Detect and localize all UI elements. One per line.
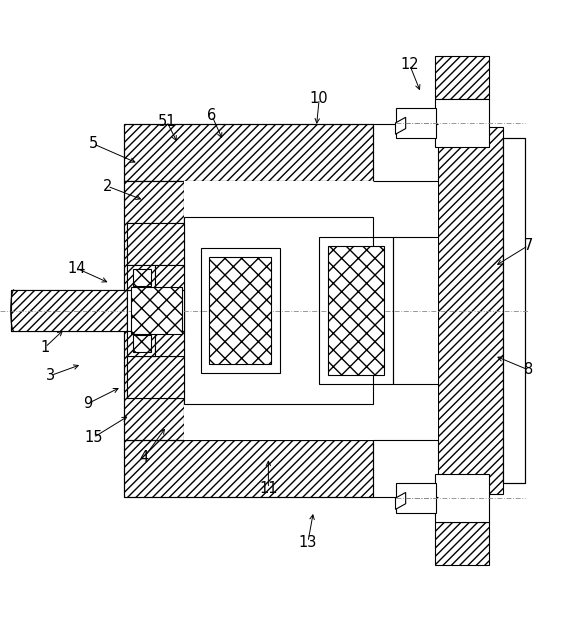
Text: 10: 10 (310, 91, 328, 106)
Bar (124, 440, 373, 497)
Text: 12: 12 (401, 57, 419, 72)
Bar (396, 483, 436, 514)
Text: 9: 9 (83, 396, 92, 411)
Text: 3: 3 (46, 368, 55, 383)
Bar (438, 127, 503, 494)
Bar (127, 289, 184, 332)
Bar (127, 332, 155, 356)
Bar (131, 287, 182, 334)
Text: 4: 4 (140, 450, 149, 465)
Bar (503, 138, 525, 483)
Bar (435, 99, 489, 147)
Bar (127, 356, 184, 398)
Text: 51: 51 (158, 114, 176, 129)
Bar (209, 257, 271, 364)
Bar (184, 181, 373, 440)
Bar (435, 522, 489, 564)
Text: 13: 13 (299, 535, 317, 550)
Bar (328, 245, 384, 376)
Bar (133, 335, 151, 351)
Text: 8: 8 (524, 362, 533, 378)
Bar (127, 223, 184, 265)
Bar (127, 289, 184, 332)
Text: 14: 14 (67, 261, 85, 276)
Bar (127, 265, 155, 289)
Text: 5: 5 (89, 137, 98, 152)
Bar (155, 265, 184, 289)
Polygon shape (396, 117, 406, 134)
Bar (184, 183, 373, 438)
Text: 11: 11 (259, 481, 277, 496)
Bar (319, 237, 393, 384)
Bar (396, 107, 436, 138)
Bar (201, 248, 280, 373)
Text: 15: 15 (84, 430, 102, 445)
Polygon shape (396, 492, 406, 509)
Bar (184, 217, 373, 404)
Bar (435, 474, 489, 522)
Bar (435, 57, 489, 99)
Text: 7: 7 (524, 238, 533, 253)
Bar (133, 270, 151, 286)
Bar (280, 248, 319, 373)
Text: 6: 6 (207, 108, 216, 123)
Text: 2: 2 (103, 179, 112, 194)
Bar (124, 124, 373, 181)
Bar (124, 181, 184, 440)
Bar (373, 181, 438, 440)
Bar (11, 289, 127, 332)
Text: 1: 1 (41, 340, 50, 355)
Bar (155, 332, 184, 356)
